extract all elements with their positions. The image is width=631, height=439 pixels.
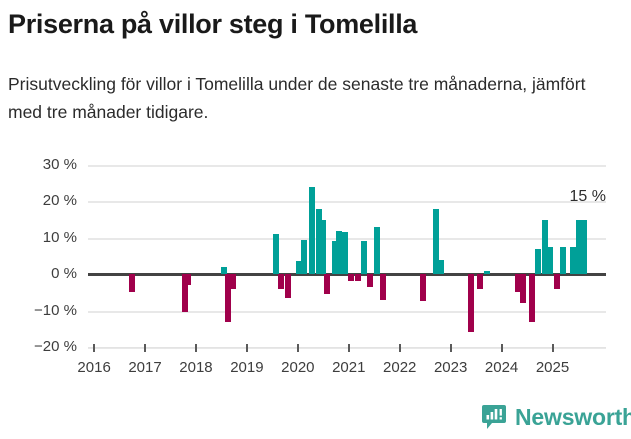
last-value-annotation: 15 %: [569, 188, 606, 205]
chart-bar: [273, 234, 280, 275]
y-axis-tick-label: −20 %: [34, 338, 77, 355]
x-axis-tick: [347, 344, 350, 352]
x-axis-line: [88, 347, 606, 348]
x-axis-tick-label: 2024: [484, 359, 519, 376]
chart-bar: [277, 274, 284, 289]
chart-bar: [224, 274, 231, 322]
y-axis-tick-label: 20 %: [42, 192, 77, 210]
chart-bar: [354, 274, 361, 282]
chart-bar: [309, 186, 316, 275]
x-axis-tick-label: 2023: [433, 359, 468, 376]
chart-bar: [419, 274, 426, 302]
chart-bar: [484, 270, 491, 275]
chart-bar: [295, 261, 302, 275]
y-axis-tick-label: 0 %: [51, 265, 77, 283]
page-subtitle: Prisutveckling för villor i Tomelilla un…: [8, 74, 586, 122]
x-axis-tick: [551, 344, 554, 352]
chart-bar: [380, 274, 387, 300]
chart-bar: [546, 246, 553, 275]
chart-bar: [324, 274, 331, 295]
chart-bar: [468, 274, 475, 333]
x-axis-tick-label: 2020: [281, 359, 315, 376]
x-axis-tick: [500, 344, 503, 352]
gridline: [88, 310, 606, 313]
page-title: Priserna på villor steg i Tomelilla: [8, 9, 418, 39]
chart-bar: [341, 232, 348, 275]
x-axis-tick: [296, 344, 299, 352]
chart-bar: [220, 266, 227, 275]
x-axis-tick: [398, 344, 401, 352]
chart-bar: [514, 274, 521, 293]
chart-bar: [185, 274, 192, 286]
chart-bar: [581, 219, 588, 275]
chart-bar: [553, 274, 560, 289]
chart-bar: [519, 274, 526, 304]
gridline: [88, 347, 606, 349]
x-axis-tick-label: 2016: [77, 359, 111, 376]
x-axis-tick-label: 2018: [179, 359, 213, 376]
chart-bar: [331, 241, 338, 275]
chart-bar: [477, 274, 484, 289]
chart-bar: [438, 259, 445, 275]
chart-bar: [300, 239, 307, 275]
x-axis-tick: [449, 344, 452, 352]
brand-name: Newsworthy: [515, 403, 631, 430]
y-axis-tick-label: 30 %: [42, 156, 77, 173]
chart-bar: [129, 274, 136, 293]
x-axis-tick: [144, 344, 147, 352]
chart-bar: [229, 274, 236, 289]
chart-bar: [529, 274, 536, 322]
x-axis-tick-label: 2019: [230, 359, 264, 376]
x-axis-tick: [93, 344, 96, 352]
chart-bar: [348, 274, 355, 282]
chart-bar: [367, 274, 374, 287]
y-axis-tick-label: −10 %: [34, 301, 77, 319]
x-axis-tick-label: 2025: [535, 359, 570, 376]
bar-chart-speech-bubble-icon: [481, 404, 507, 430]
chart-bar: [361, 241, 368, 275]
x-axis-tick: [194, 344, 197, 352]
chart-bar: [576, 219, 582, 275]
gridline: [88, 201, 606, 204]
newsworthy-logo: Newsworthy: [481, 404, 631, 430]
y-axis-tick-label: 10 %: [42, 228, 77, 246]
x-axis-tick-label: 2022: [383, 359, 417, 376]
chart-bar: [569, 246, 576, 275]
x-axis-tick: [245, 344, 248, 352]
chart-bar: [335, 230, 342, 275]
zero-axis-line: [88, 273, 606, 277]
x-axis-tick-label: 2021: [332, 359, 366, 376]
chart-bar: [284, 274, 291, 298]
x-axis-tick-label: 2017: [128, 359, 162, 376]
gridline: [88, 165, 606, 167]
chart-bar: [316, 208, 323, 275]
chart-bar: [433, 208, 440, 275]
chart-bar: [535, 248, 542, 275]
chart-bar: [541, 219, 548, 275]
chart-bar: [559, 246, 566, 275]
chart-bar: [373, 226, 380, 275]
chart-bar: [320, 219, 327, 275]
chart-bar: [181, 274, 188, 313]
